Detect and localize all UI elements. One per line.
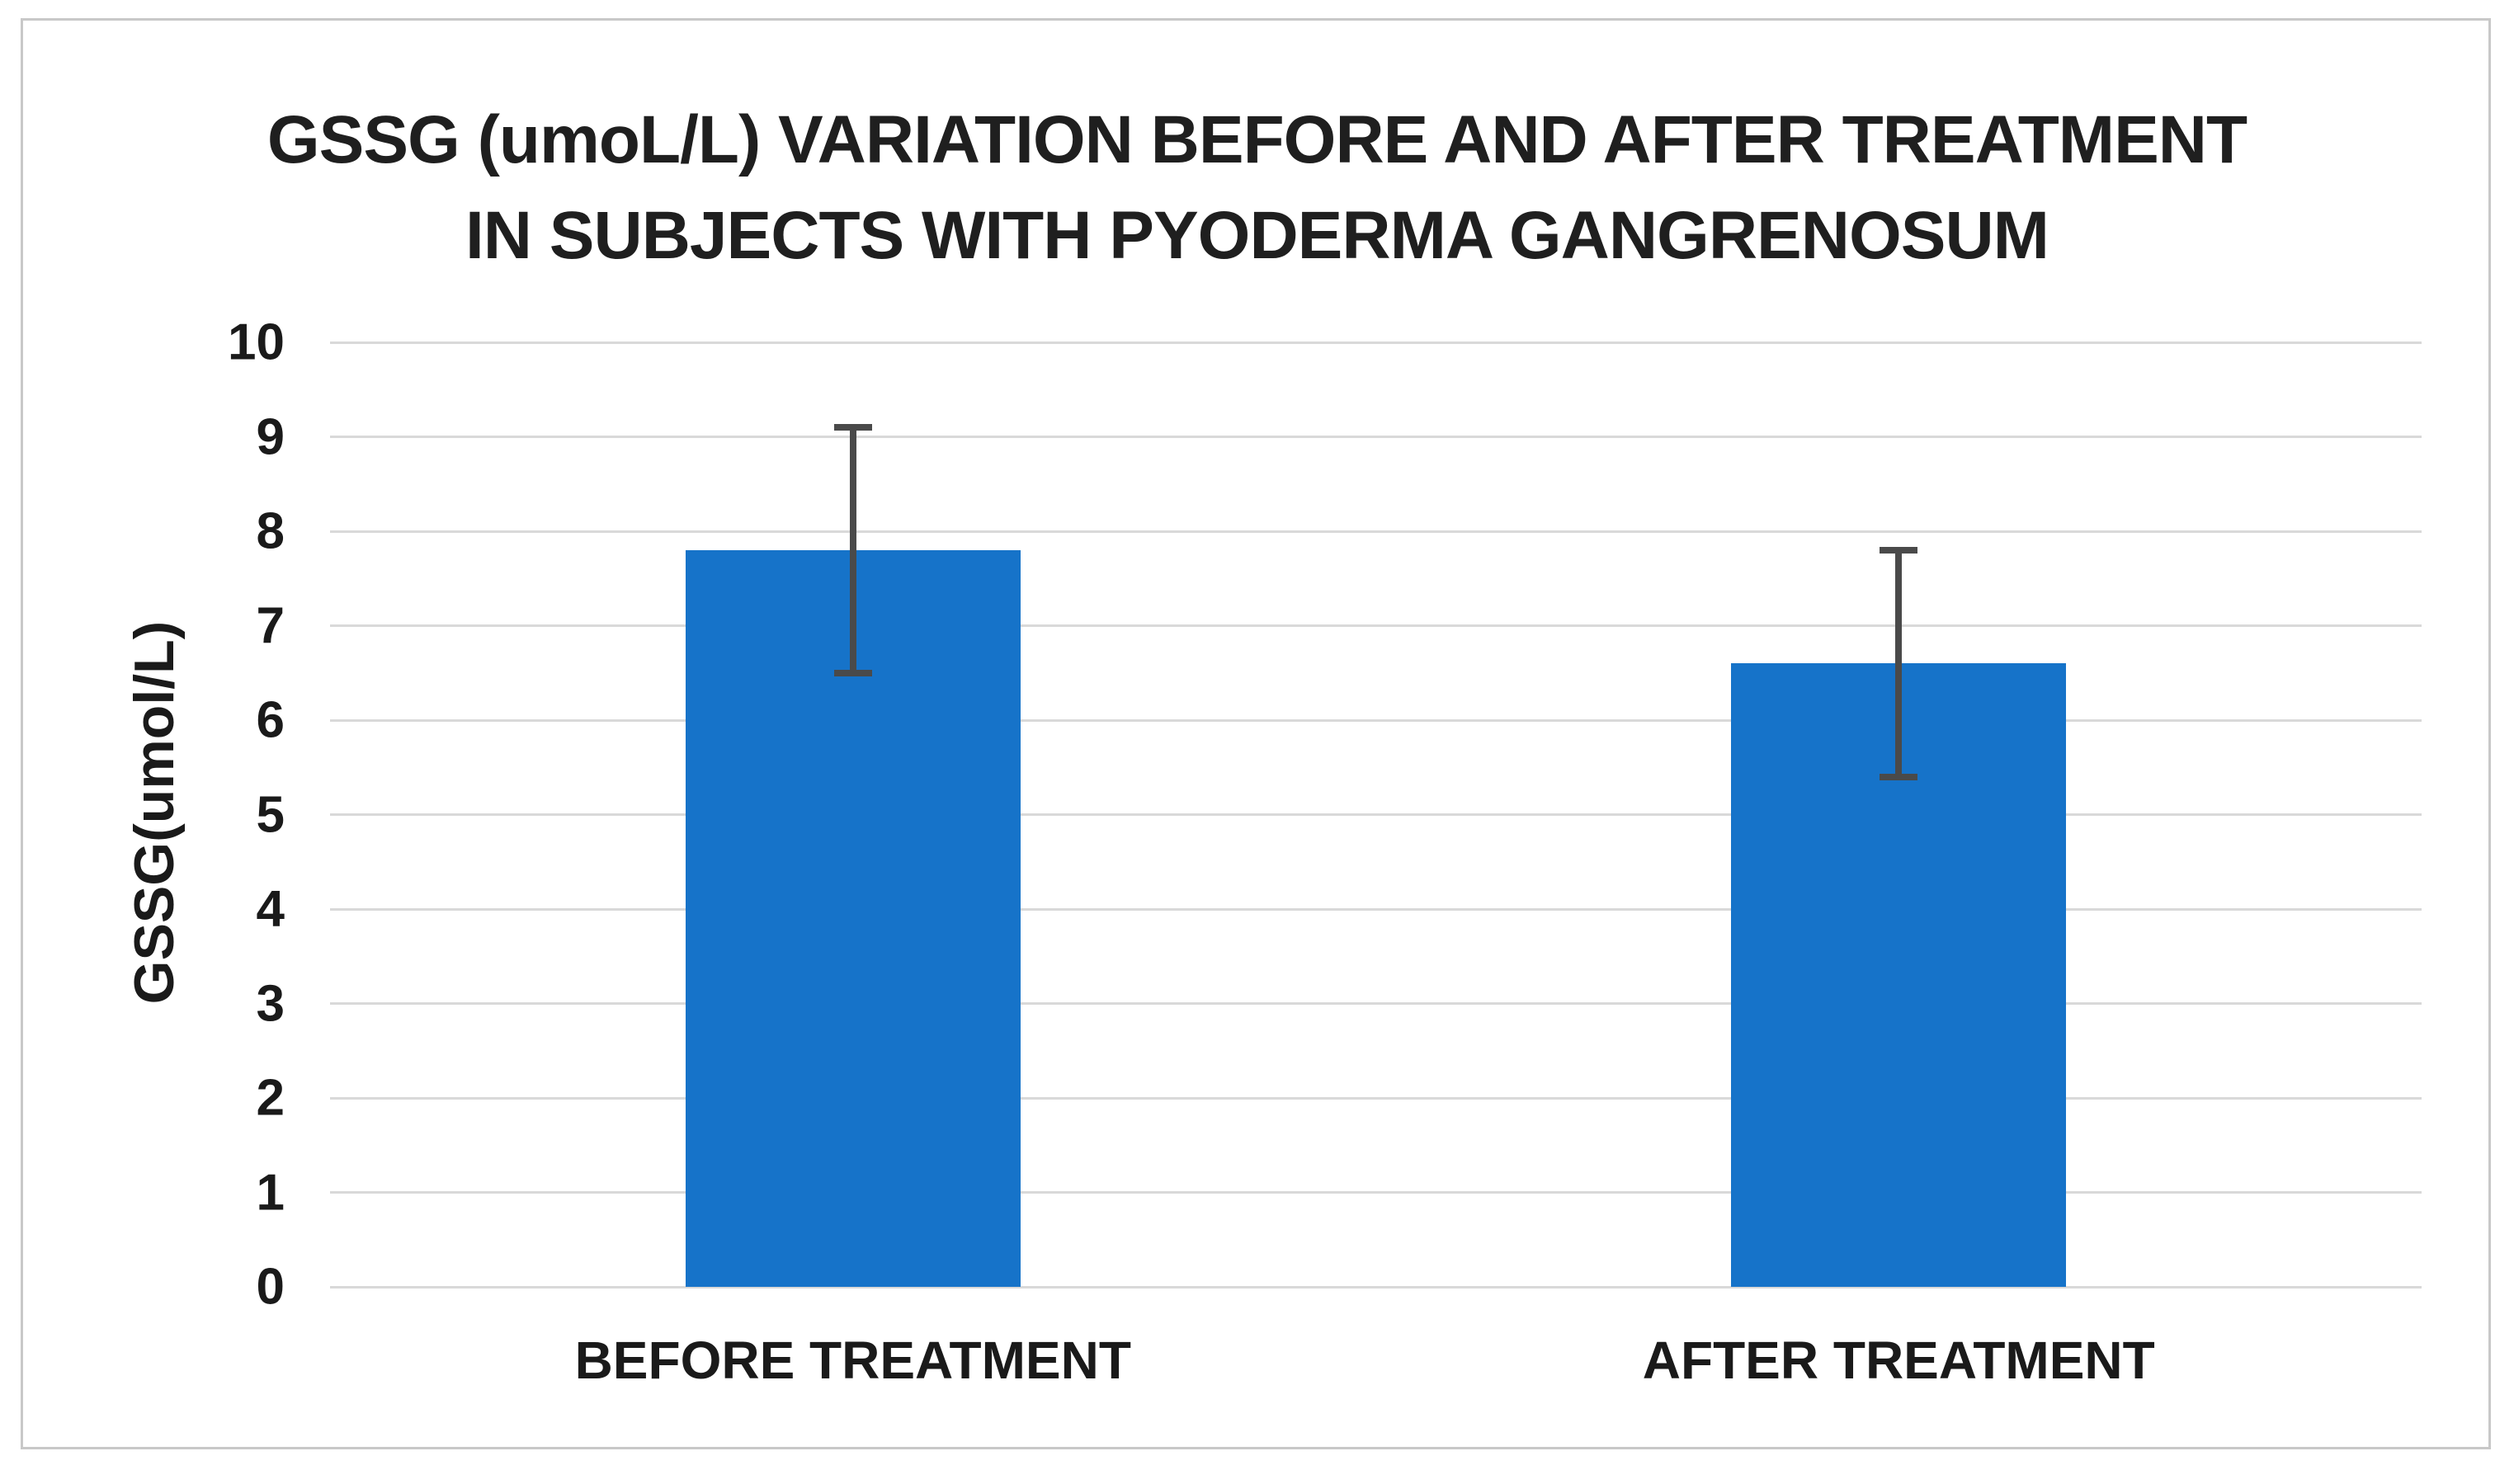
x-category-label-before-treatment: BEFORE TREATMENT <box>574 1331 1131 1390</box>
y-tick-label-2: 2 <box>256 1069 285 1127</box>
y-tick-label-3: 3 <box>256 975 285 1032</box>
chart-title-line-2: IN SUBJECTS WITH PYODERMA GANGRENOSUM <box>465 198 2049 273</box>
y-tick-label-4: 4 <box>256 880 285 938</box>
x-category-label-after-treatment: AFTER TREATMENT <box>1642 1331 2155 1390</box>
y-tick-label-10: 10 <box>228 313 285 371</box>
gridline-y-9 <box>330 436 2422 438</box>
error-bar-cap-top-before-treatment <box>833 424 872 431</box>
figure-border <box>21 18 2491 1449</box>
error-bar-line-before-treatment <box>849 427 856 673</box>
gridline-y-7 <box>330 624 2422 627</box>
chart-title-line-1: GSSG (umoL/L) VARIATION BEFORE AND AFTER… <box>266 102 2248 177</box>
y-tick-label-9: 9 <box>256 408 285 465</box>
gridline-y-10 <box>330 341 2422 344</box>
y-tick-label-5: 5 <box>256 786 285 843</box>
gridline-y-2 <box>330 1096 2422 1100</box>
y-tick-label-8: 8 <box>256 502 285 560</box>
gridline-y-3 <box>330 1002 2422 1005</box>
gridline-y-0 <box>330 1285 2422 1288</box>
gridline-y-5 <box>330 813 2422 816</box>
y-tick-label-6: 6 <box>256 691 285 749</box>
error-bar-cap-bottom-after-treatment <box>1880 773 1918 780</box>
y-tick-label-7: 7 <box>256 597 285 654</box>
gridline-y-4 <box>330 907 2422 911</box>
y-tick-label-0: 0 <box>256 1258 285 1316</box>
chart-title: GSSG (umoL/L) VARIATION BEFORE AND AFTER… <box>0 92 2514 284</box>
error-bar-line-after-treatment <box>1895 549 1903 777</box>
gridline-y-1 <box>330 1191 2422 1194</box>
gridline-y-6 <box>330 718 2422 722</box>
error-bar-cap-top-after-treatment <box>1880 546 1918 554</box>
error-bar-cap-bottom-before-treatment <box>833 669 872 676</box>
gridline-y-8 <box>330 530 2422 533</box>
y-tick-label-1: 1 <box>256 1164 285 1221</box>
